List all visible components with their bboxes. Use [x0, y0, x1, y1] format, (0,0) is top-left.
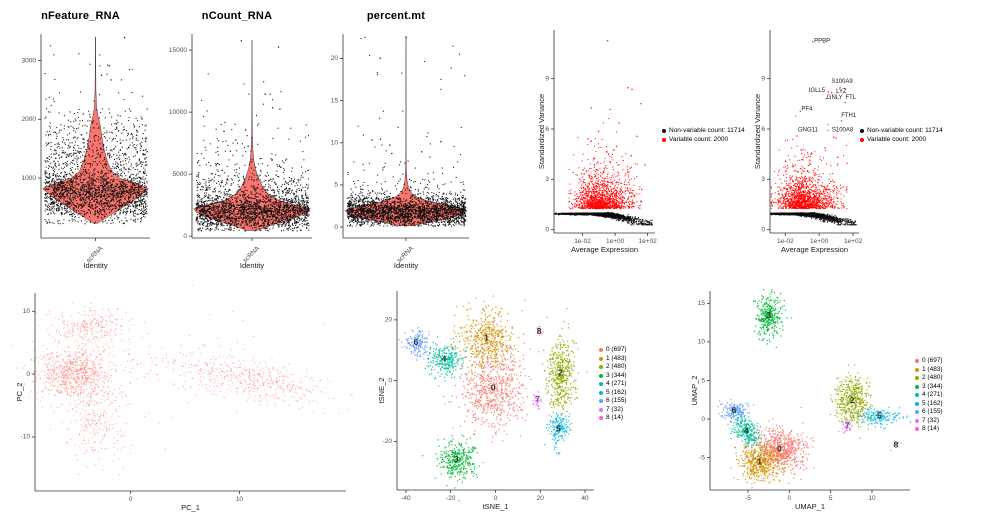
legend-color-dot	[915, 367, 919, 372]
legend-label: 8 (14)	[606, 414, 623, 421]
legend-label: 2 (480)	[922, 374, 943, 381]
legend-color-dot	[599, 365, 603, 370]
legend-color-dot	[599, 348, 603, 353]
legend-color-dot	[860, 129, 864, 134]
tsne-plot-legend: 0 (697) 1 (483) 2 (480) 3 (344) 4 (271) 5 (16…	[599, 346, 627, 422]
legend-color-dot	[599, 373, 603, 378]
violin-panel-nfeature-rna: nFeature_RNA	[5, 4, 156, 272]
legend-label: Non-variable count: 11714	[669, 127, 745, 134]
umap-scatter-panel: 0 (697) 1 (483) 2 (480) 3 (344) 4 (271) 5 (16…	[667, 283, 999, 530]
legend-label: 0 (697)	[606, 346, 627, 353]
legend-item: 4 (271)	[599, 380, 627, 388]
legend-label: 5 (162)	[922, 399, 943, 407]
panel-title: nFeature_RNA	[41, 10, 120, 22]
legend-color-dot	[599, 399, 603, 404]
legend-color-dot	[599, 416, 603, 421]
violin-panel-percent-mt: percent.mt	[318, 4, 474, 272]
legend-item: Variable count: 2000	[860, 135, 943, 144]
legend-label: 6 (155)	[606, 397, 627, 404]
legend-item: Variable count: 2000	[662, 135, 745, 144]
legend-color-dot	[599, 382, 603, 387]
legend-color-dot	[915, 376, 919, 381]
legend-color-dot	[915, 393, 919, 398]
legend-label: 1 (483)	[606, 354, 627, 362]
legend-color-dot	[915, 427, 919, 432]
legend-item: 0 (697)	[599, 346, 627, 354]
violin-panel-ncount-rna: nCount_RNA	[158, 4, 316, 272]
umap-plot-legend: 0 (697) 1 (483) 2 (480) 3 (344) 4 (271) 5 (16…	[915, 357, 943, 433]
pca-canvas	[8, 283, 360, 528]
legend-item: 4 (271)	[915, 391, 943, 399]
variable-features-labeled-canvas	[752, 12, 999, 264]
legend-label: Variable count: 2000	[669, 135, 729, 143]
legend-item: 5 (162)	[599, 388, 627, 397]
pca-scatter-panel	[8, 283, 360, 528]
legend-item: 3 (344)	[915, 382, 943, 391]
legend-color-dot	[915, 359, 919, 364]
legend-label: 5 (162)	[606, 388, 627, 396]
legend-label: 8 (14)	[922, 425, 939, 432]
legend-item: 1 (483)	[599, 354, 627, 363]
violin-nfeature-canvas	[5, 4, 156, 272]
variable-features-labeled-plot: Non-variable count: 11714 Variable count:…	[752, 12, 999, 264]
legend-label: Non-variable count: 11714	[867, 127, 943, 134]
legend-item: 1 (483)	[915, 365, 943, 374]
legend-item: 6 (155)	[599, 397, 627, 405]
variable-features-plot: Non-variable count: 11714 Variable count:…	[537, 12, 765, 264]
legend-color-dot	[599, 356, 603, 361]
legend-label: 3 (344)	[922, 382, 943, 390]
legend-color-dot	[662, 137, 666, 142]
legend-color-dot	[915, 418, 919, 423]
variable-feature-plot-labeled-legend: Non-variable count: 11714 Variable count:…	[860, 127, 943, 144]
legend-label: 6 (155)	[922, 408, 943, 415]
legend-label: 1 (483)	[922, 365, 943, 373]
violin-percent-mt-canvas	[318, 4, 474, 272]
panel-title: nCount_RNA	[201, 10, 273, 22]
legend-label: Variable count: 2000	[867, 135, 927, 143]
legend-label: 0 (697)	[922, 357, 943, 364]
variable-feature-plot-legend: Non-variable count: 11714 Variable count:…	[662, 127, 745, 144]
legend-item: 6 (155)	[915, 408, 943, 416]
legend-item: 3 (344)	[599, 371, 627, 380]
legend-label: 4 (271)	[606, 380, 627, 387]
legend-label: 7 (32)	[606, 405, 623, 413]
legend-color-dot	[915, 384, 919, 389]
legend-color-dot	[860, 137, 864, 142]
umap-canvas	[667, 283, 999, 530]
legend-item: 0 (697)	[915, 357, 943, 365]
legend-item: Non-variable count: 11714	[662, 127, 745, 135]
legend-item: 7 (32)	[599, 405, 627, 414]
legend-item: 5 (162)	[915, 399, 943, 408]
legend-label: 7 (32)	[922, 416, 939, 424]
violin-ncount-canvas	[158, 4, 316, 272]
tsne-scatter-panel: 0 (697) 1 (483) 2 (480) 3 (344) 4 (271) 5 (16…	[372, 283, 668, 530]
legend-color-dot	[599, 407, 603, 412]
legend-item: 2 (480)	[599, 363, 627, 371]
legend-color-dot	[915, 410, 919, 415]
legend-color-dot	[662, 129, 666, 134]
legend-color-dot	[915, 401, 919, 406]
legend-item: 7 (32)	[915, 416, 943, 425]
legend-item: 8 (14)	[915, 425, 943, 433]
legend-item: Non-variable count: 11714	[860, 127, 943, 135]
variable-features-canvas	[537, 12, 765, 264]
legend-label: 2 (480)	[606, 363, 627, 370]
legend-label: 3 (344)	[606, 371, 627, 379]
legend-item: 2 (480)	[915, 374, 943, 382]
tsne-canvas	[372, 283, 668, 530]
panel-title: percent.mt	[366, 10, 426, 22]
legend-color-dot	[599, 390, 603, 395]
legend-item: 8 (14)	[599, 414, 627, 422]
legend-label: 4 (271)	[922, 391, 943, 398]
